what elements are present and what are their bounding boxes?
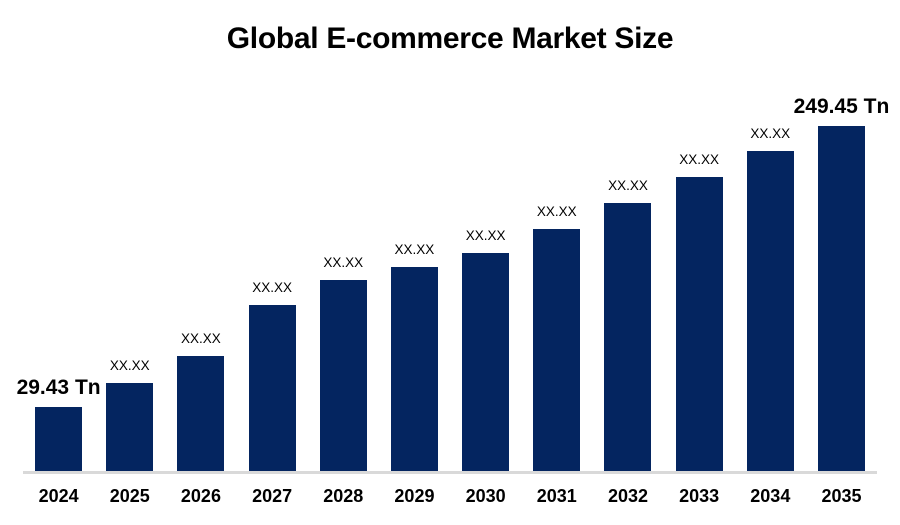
bar-2025 — [106, 382, 154, 472]
bar-value-label-2027: XX.XX — [252, 279, 292, 295]
bar-2033 — [675, 176, 723, 472]
bar-value-label-2033: XX.XX — [679, 151, 720, 167]
bar-column-2027: XX.XX — [237, 62, 308, 472]
bar-column-2026: XX.XX — [165, 62, 236, 472]
x-tick-2024: 2024 — [38, 486, 79, 506]
bar-2032 — [604, 202, 652, 472]
bar-column-2025: XX.XX — [94, 62, 165, 472]
bar-2031 — [533, 228, 581, 472]
x-tick-2028: 2028 — [323, 486, 364, 506]
chart-title: Global E-commerce Market Size — [226, 22, 674, 55]
bar-2024 — [35, 406, 83, 472]
x-axis-labels: 2024 2025 2026 2027 2028 2029 2030 2031 2032 2033… — [23, 486, 877, 507]
bar-value-label-2029: XX.XX — [394, 241, 435, 257]
bar-value-label-2035: 249.45 Tn — [793, 95, 890, 119]
x-tick-2027: 2027 — [252, 486, 293, 506]
bar-value-label-2030: XX.XX — [465, 227, 506, 243]
bar-column-2024: 29.43 Tn — [17, 62, 101, 472]
bar-column-2033: XX.XX — [664, 62, 735, 472]
x-tick-2025: 2025 — [109, 486, 150, 506]
bar-2029 — [390, 266, 438, 472]
bar-value-label-2032: XX.XX — [608, 177, 648, 193]
bar-column-2029: XX.XX — [379, 62, 450, 472]
bar-value-label-2028: XX.XX — [323, 254, 364, 270]
bar-value-label-2034: XX.XX — [750, 125, 791, 141]
bar-2027 — [248, 304, 296, 472]
bar-value-label-2026: XX.XX — [181, 330, 221, 346]
x-tick-2033: 2033 — [679, 486, 720, 506]
bar-column-2034: XX.XX — [735, 62, 806, 472]
bar-column-2035: 249.45 Tn — [794, 62, 889, 472]
bar-2035 — [817, 125, 865, 472]
x-axis-line — [23, 471, 877, 474]
bar-value-label-2024: 29.43 Tn — [16, 376, 101, 400]
plot-area: 29.43 Tn XX.XX XX.XX XX.XX XX.XX XX.XX XX.XX XX… — [17, 62, 889, 472]
bar-value-label-2025: XX.XX — [109, 357, 150, 373]
bar-2034 — [746, 150, 794, 472]
x-tick-2034: 2034 — [750, 486, 791, 506]
bar-2028 — [319, 279, 367, 472]
bar-column-2028: XX.XX — [308, 62, 379, 472]
x-tick-2026: 2026 — [180, 486, 221, 506]
bar-value-label-2031: XX.XX — [536, 203, 577, 219]
x-tick-2029: 2029 — [394, 486, 435, 506]
x-tick-2031: 2031 — [536, 486, 577, 506]
x-tick-2035: 2035 — [821, 486, 862, 506]
x-tick-2030: 2030 — [465, 486, 506, 506]
bar-column-2030: XX.XX — [450, 62, 521, 472]
x-tick-2032: 2032 — [607, 486, 648, 506]
bar-2030 — [462, 252, 510, 472]
bar-2026 — [177, 355, 225, 472]
bar-column-2032: XX.XX — [592, 62, 663, 472]
bar-column-2031: XX.XX — [521, 62, 592, 472]
